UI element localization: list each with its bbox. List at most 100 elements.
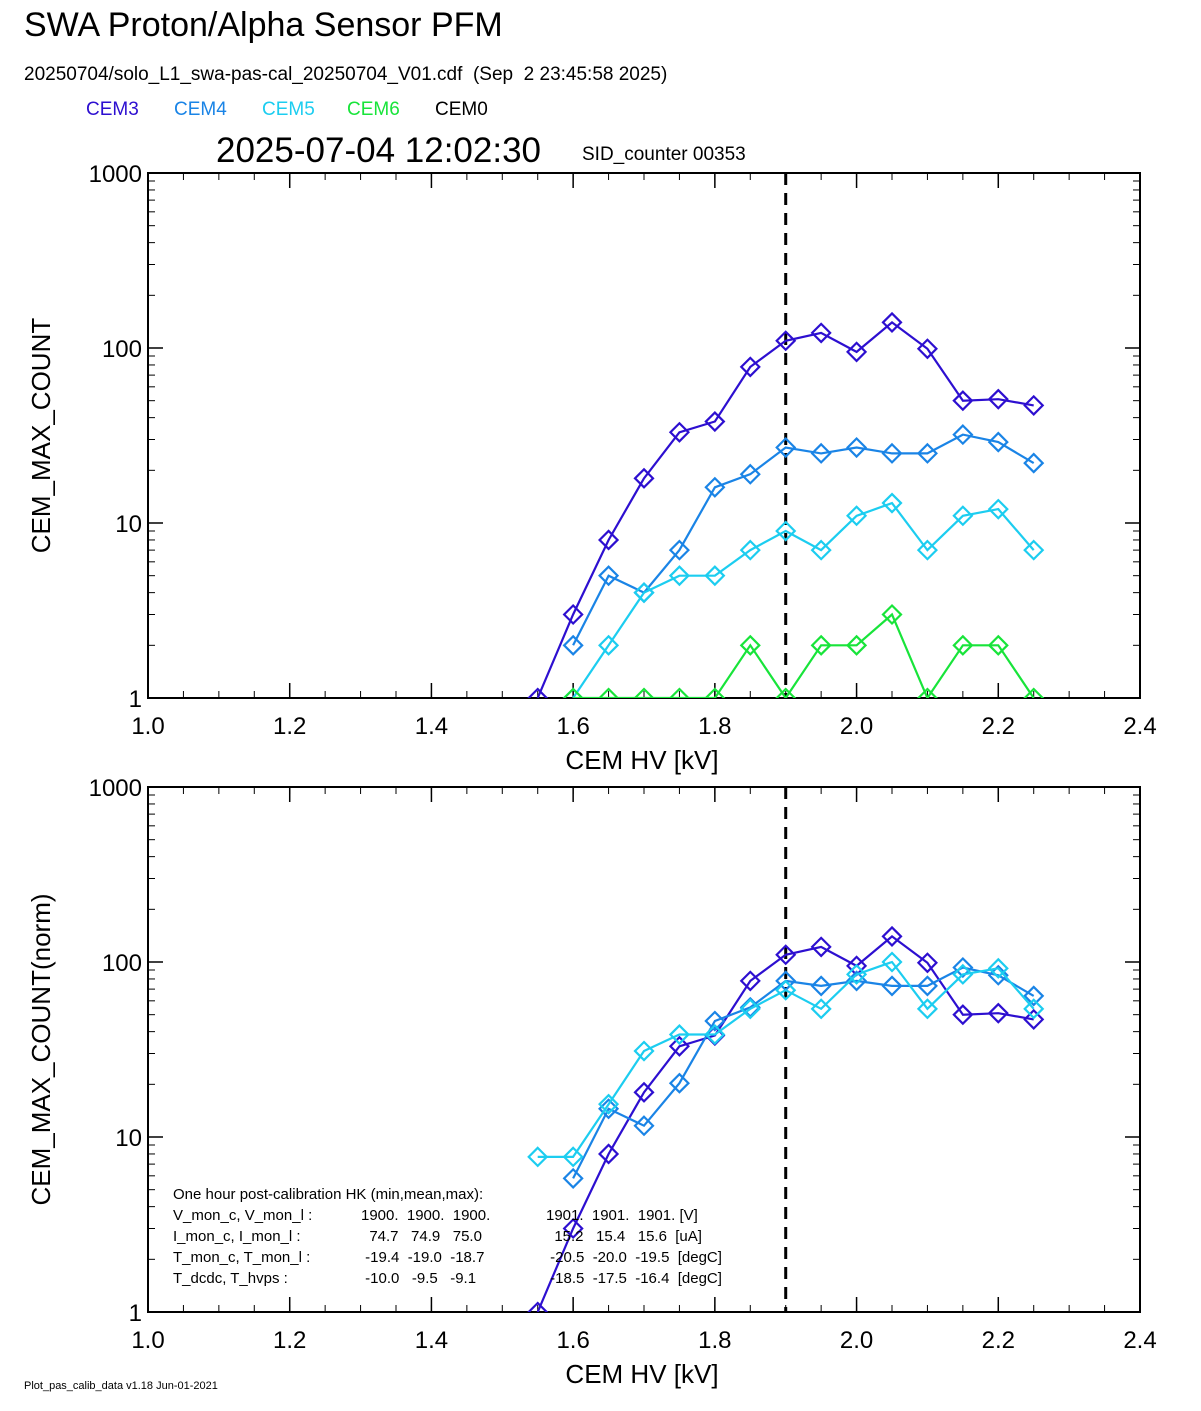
data-point <box>775 944 797 966</box>
data-point <box>881 442 903 464</box>
y-tick-label: 100 <box>102 336 142 363</box>
x-tick-label: 1.4 <box>415 713 448 740</box>
plot-frame <box>147 172 1141 699</box>
hk-row-l: 15.2 15.4 15.6 [uA] <box>546 1228 702 1245</box>
data-point <box>916 338 938 360</box>
series-2 <box>562 492 1045 698</box>
data-point <box>704 687 726 698</box>
x-tick-label: 2.0 <box>840 1327 873 1354</box>
data-point <box>739 356 761 378</box>
data-point <box>1023 394 1045 416</box>
data-point <box>562 687 584 698</box>
data-point <box>987 388 1009 410</box>
data-point <box>739 998 761 1020</box>
legend-cem0: CEM0 <box>435 99 488 120</box>
data-point <box>739 634 761 656</box>
data-point <box>704 1010 726 1032</box>
data-point <box>810 539 832 561</box>
data-point <box>668 565 690 587</box>
x-tick-label: 1.6 <box>556 1327 589 1354</box>
data-point <box>881 925 903 947</box>
data-point <box>916 998 938 1020</box>
data-point <box>1023 998 1045 1020</box>
data-point <box>598 565 620 587</box>
data-point <box>668 1023 690 1046</box>
data-point <box>952 390 974 412</box>
data-point <box>1023 687 1045 698</box>
y-axis-title: CEM_MAX_COUNT <box>26 318 56 554</box>
data-point <box>633 467 655 489</box>
hk-row-c: 1900. 1900. 1900. <box>361 1207 490 1224</box>
data-point <box>1023 985 1045 1007</box>
timestamp: 2025-07-04 12:02:30 <box>216 131 541 170</box>
x-tick-label: 1.2 <box>273 713 306 740</box>
data-point <box>846 634 868 656</box>
y-tick-label: 1000 <box>89 775 142 802</box>
legend-cem5: CEM5 <box>262 99 315 120</box>
data-point <box>881 603 903 626</box>
data-point <box>810 634 832 656</box>
data-point <box>952 424 974 446</box>
data-point <box>952 1004 974 1026</box>
x-tick-label: 2.4 <box>1123 1327 1156 1354</box>
data-point <box>987 957 1009 979</box>
y-tick-label: 100 <box>102 950 142 977</box>
data-point <box>527 687 549 698</box>
data-point <box>527 1301 549 1312</box>
data-point <box>952 634 974 656</box>
hk-row-l: -20.5 -20.0 -19.5 [degC] <box>546 1249 722 1266</box>
hk-summary-box: One hour post-calibration HK (min,mean,m… <box>173 1186 722 1287</box>
x-tick-label: 2.2 <box>982 1327 1015 1354</box>
data-point <box>846 436 868 459</box>
series-3 <box>562 603 1045 698</box>
data-point <box>1023 452 1045 474</box>
page-title: SWA Proton/Alpha Sensor PFM <box>24 6 503 44</box>
hk-row-label: I_mon_c, I_mon_l : <box>173 1228 301 1245</box>
x-tick-label: 1.8 <box>698 1327 731 1354</box>
x-tick-label: 2.4 <box>1123 713 1156 740</box>
legend-cem3: CEM3 <box>86 99 139 120</box>
data-point <box>987 634 1009 656</box>
file-subtitle: 20250704/solo_L1_swa-pas-cal_20250704_V0… <box>24 64 668 85</box>
hk-row-c: 74.7 74.9 75.0 <box>361 1228 482 1245</box>
sid-counter: SID_counter 00353 <box>582 144 746 165</box>
data-point <box>1023 1008 1045 1030</box>
data-point <box>846 341 868 363</box>
data-point <box>704 565 726 587</box>
data-point <box>704 1023 726 1046</box>
data-point <box>562 1217 584 1240</box>
legend-cem6: CEM6 <box>347 99 400 120</box>
data-point <box>881 951 903 973</box>
data-point <box>916 442 938 464</box>
series-2 <box>527 951 1045 1168</box>
data-point <box>739 463 761 485</box>
series-line <box>536 934 1034 1312</box>
x-tick-label: 1.8 <box>698 713 731 740</box>
data-point <box>633 582 655 604</box>
data-point <box>562 1146 584 1168</box>
data-point <box>562 634 584 656</box>
x-tick-label: 1.2 <box>273 1327 306 1354</box>
chart-panel-1: 1.0 1.2 1.4 1.6 1.8 2.0 2.2 2.4 1 10 100 1000 CEM HV… <box>26 161 1157 775</box>
data-point <box>668 421 690 443</box>
data-point <box>704 476 726 498</box>
data-point <box>1023 539 1045 561</box>
y-tick-label: 10 <box>115 511 142 538</box>
x-tick-label: 1.6 <box>556 713 589 740</box>
data-point <box>775 330 797 352</box>
data-point <box>987 498 1009 520</box>
data-point <box>810 975 832 997</box>
data-point <box>598 529 620 551</box>
y-tick-label: 1000 <box>89 161 142 188</box>
data-point <box>598 1093 620 1115</box>
legend-cem4: CEM4 <box>174 99 227 120</box>
data-point <box>668 687 690 698</box>
x-tick-label: 2.2 <box>982 713 1015 740</box>
data-point <box>881 492 903 514</box>
hk-row-c: -19.4 -19.0 -18.7 <box>361 1249 484 1266</box>
x-tick-label: 1.0 <box>131 1327 164 1354</box>
data-point <box>952 956 974 979</box>
data-point <box>952 963 974 985</box>
data-point <box>810 936 832 958</box>
